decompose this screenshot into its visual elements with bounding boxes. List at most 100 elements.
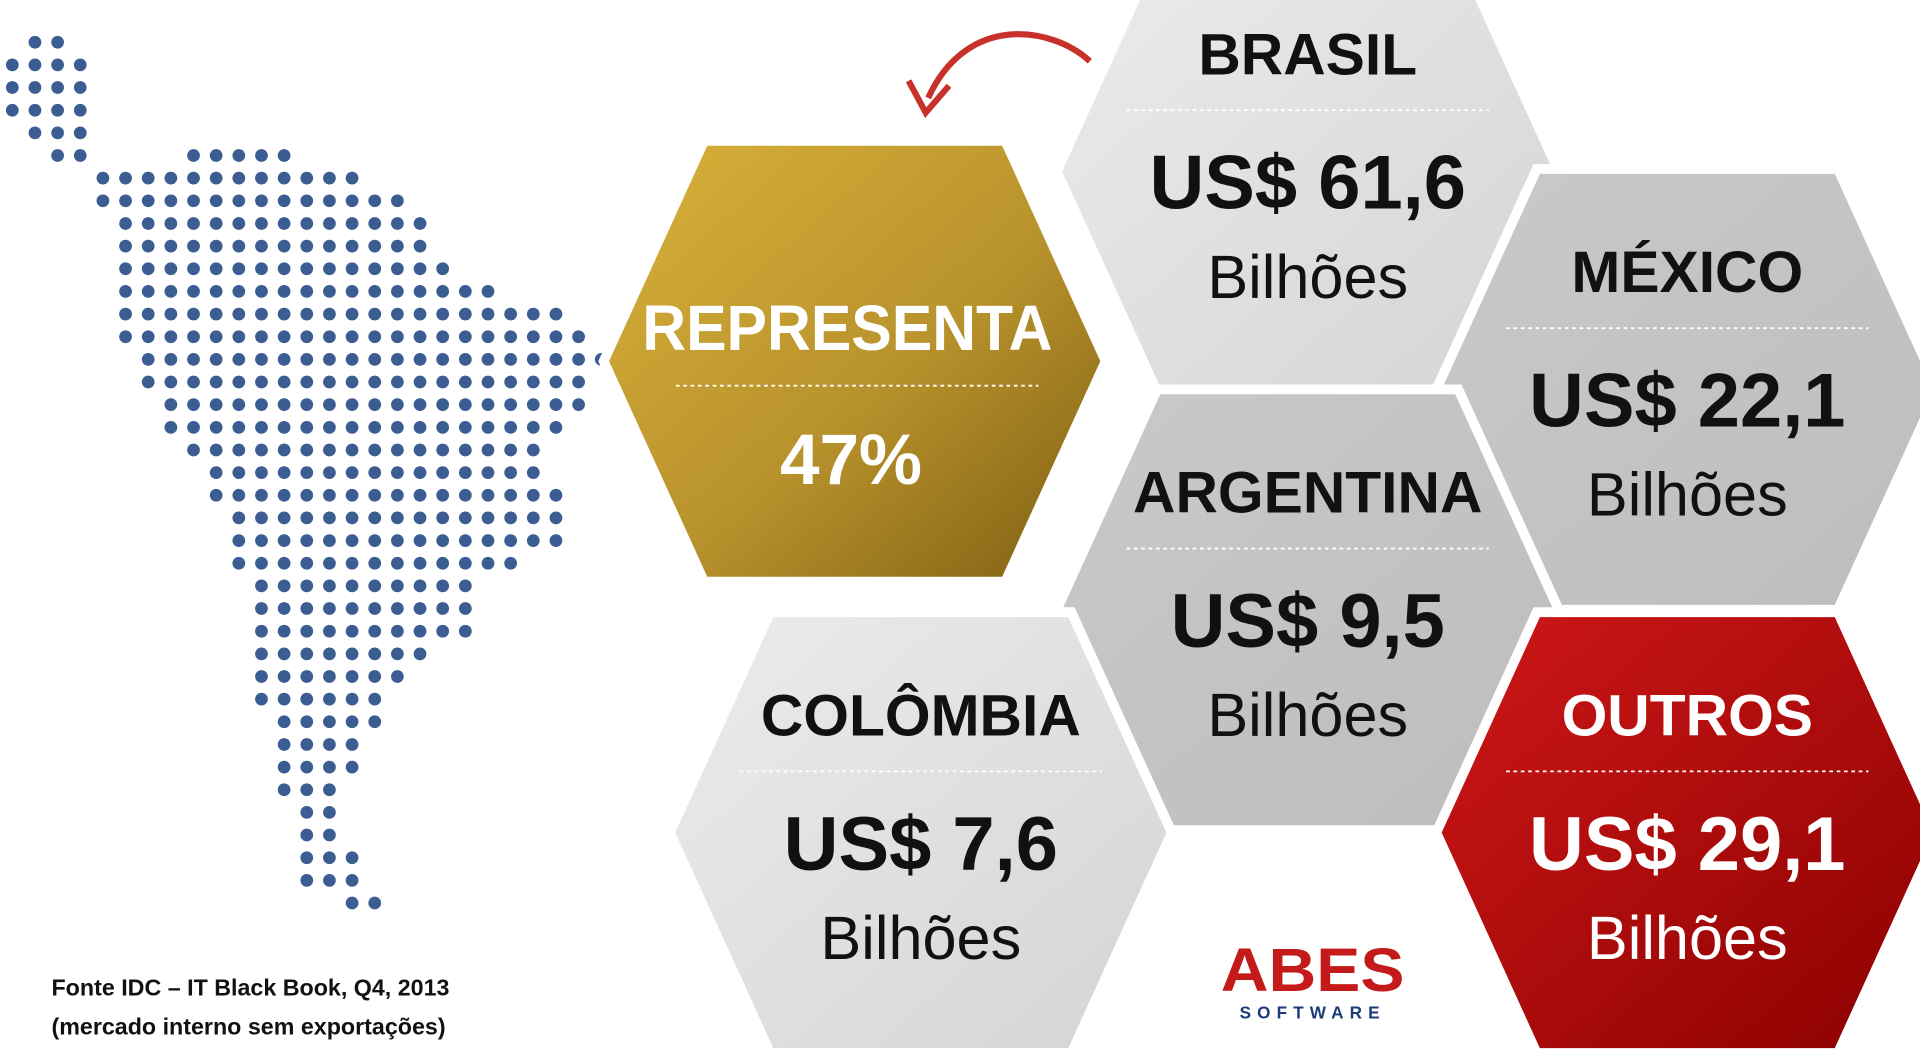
map-dot <box>255 171 268 185</box>
map-dot <box>481 375 495 389</box>
source-line: Fonte IDC – IT Black Book, Q4, 2013 <box>51 974 449 1000</box>
map-dot <box>164 262 178 276</box>
map-dot <box>187 330 200 344</box>
map-dot <box>413 647 427 661</box>
map-dot <box>345 375 359 389</box>
map-dot <box>391 194 404 208</box>
map-dot <box>345 738 359 751</box>
map-dot <box>232 375 246 389</box>
map-dot <box>209 149 223 162</box>
map-dot <box>413 488 427 502</box>
map-dot <box>458 375 472 389</box>
map-dot <box>255 330 268 344</box>
map-dot <box>549 375 563 389</box>
map-dot <box>526 466 540 479</box>
map-dot <box>504 443 518 457</box>
country-name: ARGENTINA <box>1133 461 1482 526</box>
map-dot <box>526 443 540 457</box>
map-dot <box>526 488 540 502</box>
map-dot <box>73 149 87 162</box>
map-dot <box>164 375 178 389</box>
map-dot <box>51 149 64 162</box>
map-dot <box>209 420 223 434</box>
map-dot <box>572 352 585 366</box>
map-dot <box>413 624 427 638</box>
map-dot <box>368 670 382 683</box>
map-dot <box>277 171 291 185</box>
map-dot <box>5 103 19 117</box>
map-dot <box>526 352 540 366</box>
map-dot <box>549 511 563 525</box>
map-dot <box>277 352 291 366</box>
map-dot <box>323 556 336 570</box>
map-dot <box>255 239 268 253</box>
map-dot <box>277 556 291 570</box>
map-dot <box>345 760 359 774</box>
map-dot <box>345 488 359 502</box>
map-dot <box>96 194 110 208</box>
map-dot <box>323 828 336 842</box>
map-dot <box>232 149 246 162</box>
map-dot <box>323 420 336 434</box>
map-dot <box>300 851 314 865</box>
map-dot <box>345 443 359 457</box>
map-dot <box>549 307 563 321</box>
map-dot <box>232 534 246 547</box>
map-dot <box>232 352 246 366</box>
map-dot <box>436 375 450 389</box>
map-dot <box>141 352 155 366</box>
map-dot <box>391 488 404 502</box>
map-dot <box>345 171 359 185</box>
map-dot <box>391 624 404 638</box>
map-dot <box>51 126 64 140</box>
map-dot <box>368 262 382 276</box>
country-name: BRASIL <box>1198 22 1417 87</box>
map-dot <box>436 556 450 570</box>
map-dot <box>436 602 450 615</box>
map-dot <box>209 194 223 208</box>
map-dot <box>323 647 336 661</box>
map-dot <box>481 511 495 525</box>
country-name: COLÔMBIA <box>761 681 1081 748</box>
map-dot <box>300 330 314 344</box>
map-dot <box>164 307 178 321</box>
map-dot <box>255 670 268 683</box>
map-dot <box>368 511 382 525</box>
map-dot <box>323 352 336 366</box>
map-dot <box>526 420 540 434</box>
map-dot <box>413 307 427 321</box>
map-dot <box>368 420 382 434</box>
map-dot <box>300 352 314 366</box>
map-dot <box>277 647 291 661</box>
map-dot <box>300 738 314 751</box>
country-unit: Bilhões <box>1207 243 1408 311</box>
map-dot <box>187 171 200 185</box>
map-dot <box>391 262 404 276</box>
map-dot <box>368 488 382 502</box>
map-dot <box>255 307 268 321</box>
map-dot <box>458 330 472 344</box>
map-dot <box>300 534 314 547</box>
map-dot <box>300 375 314 389</box>
map-dot <box>277 420 291 434</box>
map-dot <box>323 715 336 729</box>
map-dot <box>255 602 268 615</box>
map-dot <box>255 534 268 547</box>
map-dot <box>277 715 291 729</box>
map-dot <box>345 285 359 298</box>
country-value: US$ 29,1 <box>1529 802 1846 887</box>
map-dot <box>526 330 540 344</box>
map-dot <box>413 398 427 412</box>
map-dot <box>368 398 382 412</box>
map-dot <box>209 330 223 344</box>
map-dot <box>481 556 495 570</box>
map-dot <box>413 330 427 344</box>
map-dot <box>391 670 404 683</box>
map-dot <box>300 466 314 479</box>
country-unit: Bilhões <box>1207 681 1408 749</box>
map-dot <box>481 443 495 457</box>
map-dot <box>323 398 336 412</box>
map-dot <box>413 443 427 457</box>
map-dot <box>526 375 540 389</box>
